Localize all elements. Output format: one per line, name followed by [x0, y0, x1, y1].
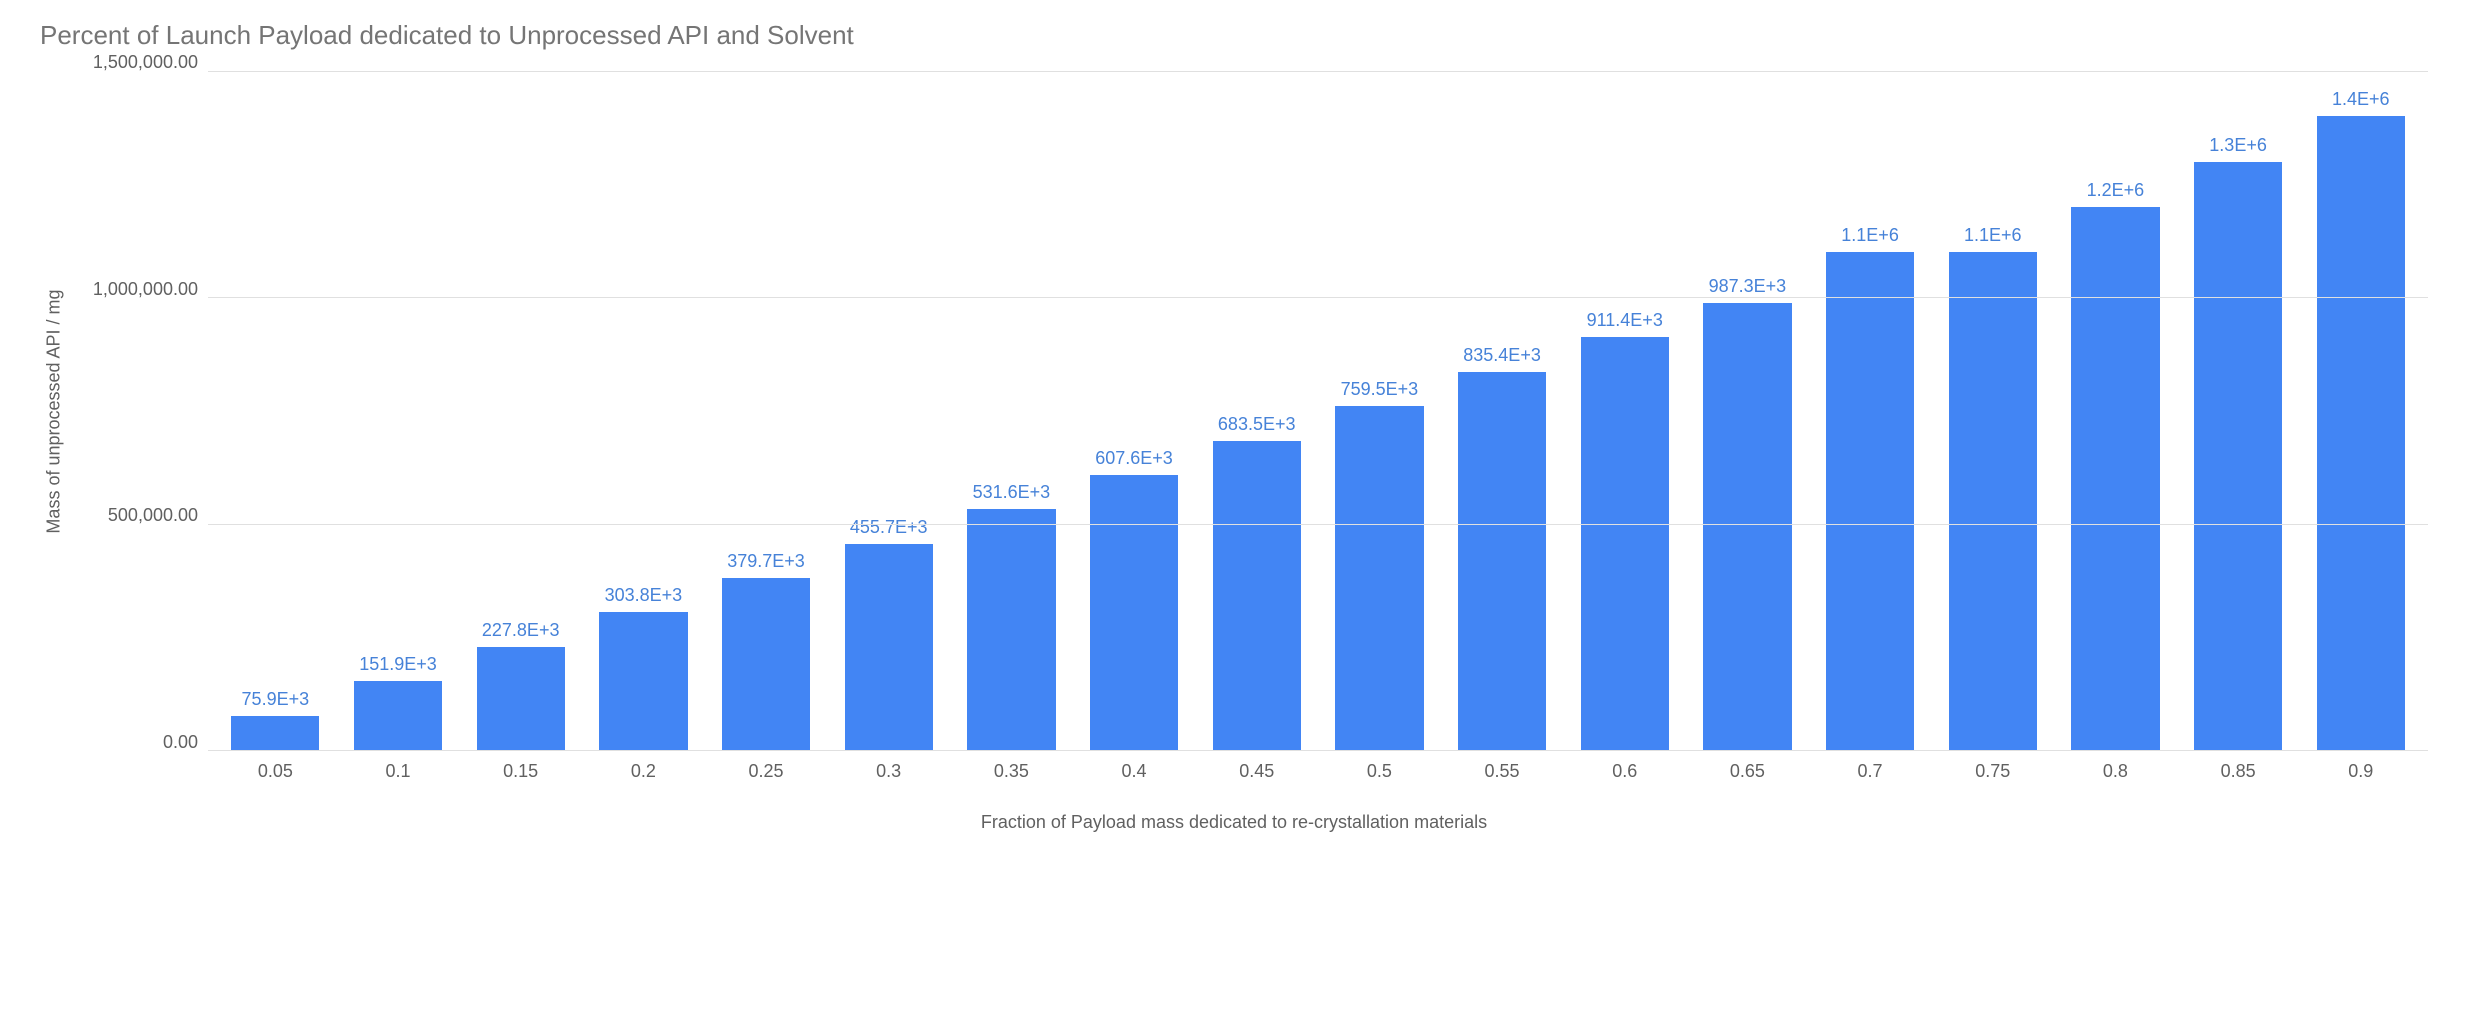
x-tick: 0.65: [1686, 751, 1809, 782]
bar: [1213, 441, 1301, 750]
bar-slot: 987.3E+3: [1686, 71, 1809, 750]
bar: [2194, 162, 2282, 750]
bar-slot: 835.4E+3: [1441, 71, 1564, 750]
bar-slot: 1.4E+6: [2299, 71, 2422, 750]
y-axis-ticks: 1,500,000.001,000,000.00500,000.000.00: [68, 71, 208, 751]
bar-value-label: 455.7E+3: [850, 517, 928, 538]
bar-value-label: 1.1E+6: [1841, 225, 1899, 246]
bar-slot: 455.7E+3: [827, 71, 950, 750]
bar: [2317, 116, 2405, 750]
bar: [1703, 303, 1791, 750]
grid-line: [208, 71, 2428, 72]
grid-line: [208, 524, 2428, 525]
bar-slot: 531.6E+3: [950, 71, 1073, 750]
bar-slot: 1.1E+6: [1809, 71, 1932, 750]
grid-line: [208, 750, 2428, 751]
bar-value-label: 911.4E+3: [1587, 310, 1663, 331]
bar-value-label: 759.5E+3: [1341, 379, 1419, 400]
x-tick: 0.75: [1931, 751, 2054, 782]
grid-line: [208, 297, 2428, 298]
bar-slot: 911.4E+3: [1563, 71, 1686, 750]
bar: [1949, 252, 2037, 750]
x-axis-label: Fraction of Payload mass dedicated to re…: [40, 812, 2428, 833]
bar: [845, 544, 933, 750]
bar-slot: 607.6E+3: [1073, 71, 1196, 750]
bar: [722, 578, 810, 750]
bar-value-label: 379.7E+3: [727, 551, 805, 572]
x-axis-ticks: 0.050.10.150.20.250.30.350.40.450.50.550…: [208, 751, 2428, 782]
bar-value-label: 1.2E+6: [2087, 180, 2145, 201]
bar-slot: 303.8E+3: [582, 71, 705, 750]
bar-slot: 1.3E+6: [2177, 71, 2300, 750]
bar-slot: 1.1E+6: [1931, 71, 2054, 750]
plot-area: 75.9E+3 151.9E+3 227.8E+3 303.8E+3 379.7E+3 4…: [208, 71, 2428, 751]
bar-value-label: 151.9E+3: [359, 654, 437, 675]
y-axis-label-col: Mass of unprocessed API / mg: [40, 71, 68, 751]
bar-value-label: 303.8E+3: [605, 585, 683, 606]
bar-value-label: 1.3E+6: [2209, 135, 2267, 156]
bar-slot: 683.5E+3: [1195, 71, 1318, 750]
bar-value-label: 683.5E+3: [1218, 414, 1296, 435]
bar-value-label: 531.6E+3: [973, 482, 1051, 503]
x-tick: 0.15: [459, 751, 582, 782]
chart-title: Percent of Launch Payload dedicated to U…: [40, 20, 2428, 51]
bar-value-label: 987.3E+3: [1709, 276, 1787, 297]
bar-value-label: 607.6E+3: [1095, 448, 1173, 469]
x-tick: 0.25: [705, 751, 828, 782]
bar: [1335, 406, 1423, 750]
bar: [1826, 252, 1914, 750]
bar: [967, 509, 1055, 750]
bar: [1458, 372, 1546, 750]
x-tick: 0.2: [582, 751, 705, 782]
bar-value-label: 835.4E+3: [1463, 345, 1541, 366]
x-tick: 0.45: [1195, 751, 1318, 782]
bar-value-label: 1.1E+6: [1964, 225, 2022, 246]
x-tick: 0.9: [2299, 751, 2422, 782]
bar-slot: 1.2E+6: [2054, 71, 2177, 750]
bar-slot: 151.9E+3: [337, 71, 460, 750]
chart-body: Mass of unprocessed API / mg 1,500,000.0…: [40, 71, 2428, 751]
x-tick: 0.55: [1441, 751, 1564, 782]
bar: [1581, 337, 1669, 750]
x-tick: 0.85: [2177, 751, 2300, 782]
bar-value-label: 1.4E+6: [2332, 89, 2390, 110]
bar-slot: 379.7E+3: [705, 71, 828, 750]
x-tick: 0.8: [2054, 751, 2177, 782]
bar-value-label: 75.9E+3: [242, 689, 310, 710]
bar-value-label: 227.8E+3: [482, 620, 560, 641]
x-tick: 0.1: [337, 751, 460, 782]
bar: [2071, 207, 2159, 750]
x-tick: 0.4: [1073, 751, 1196, 782]
x-tick: 0.5: [1318, 751, 1441, 782]
chart-container: Percent of Launch Payload dedicated to U…: [40, 20, 2428, 833]
x-tick: 0.35: [950, 751, 1073, 782]
x-tick: 0.3: [827, 751, 950, 782]
x-tick: 0.6: [1563, 751, 1686, 782]
bar: [477, 647, 565, 750]
bar-slot: 227.8E+3: [459, 71, 582, 750]
bar: [599, 612, 687, 750]
bar-slot: 75.9E+3: [214, 71, 337, 750]
x-tick: 0.7: [1809, 751, 1932, 782]
bars-group: 75.9E+3 151.9E+3 227.8E+3 303.8E+3 379.7E+3 4…: [208, 71, 2428, 750]
bar: [354, 681, 442, 750]
bar: [231, 716, 319, 750]
bar-slot: 759.5E+3: [1318, 71, 1441, 750]
x-tick: 0.05: [214, 751, 337, 782]
y-axis-label: Mass of unprocessed API / mg: [44, 289, 65, 533]
bar: [1090, 475, 1178, 750]
